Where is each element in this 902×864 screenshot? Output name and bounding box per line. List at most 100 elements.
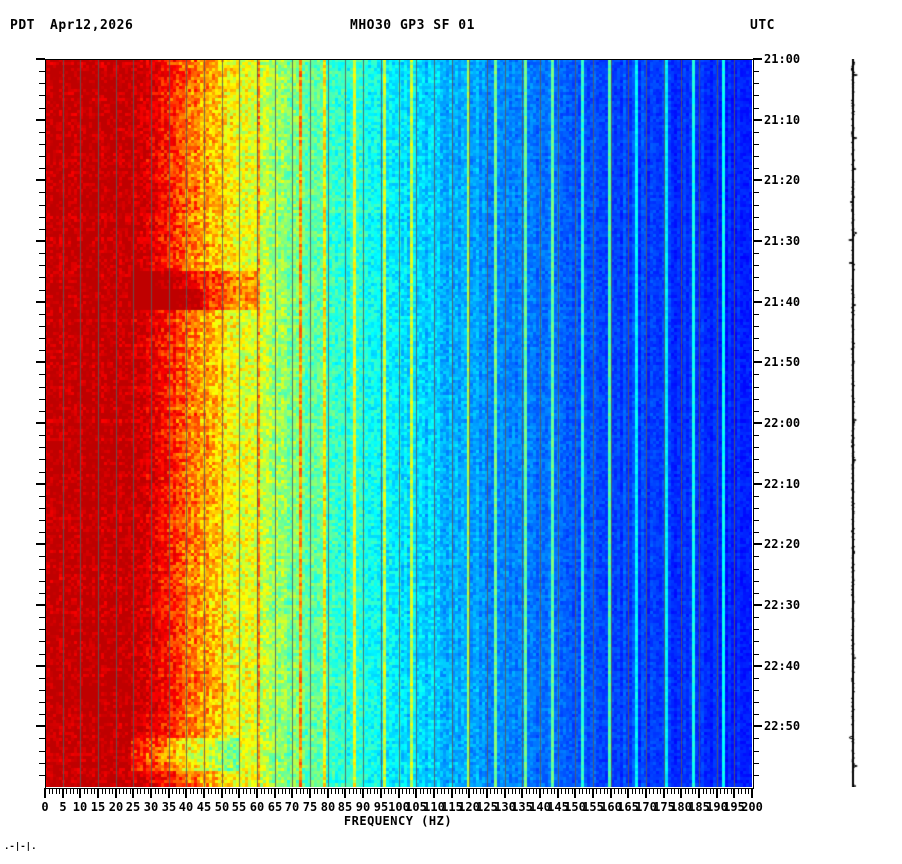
frequency-axis-minor-tick — [713, 788, 714, 794]
frequency-axis-minor-tick — [526, 788, 527, 794]
frequency-axis-minor-tick — [268, 788, 269, 794]
frequency-axis-minor-tick — [264, 788, 265, 794]
frequency-axis-major-tick — [504, 788, 506, 798]
time-axis-minor-tick — [753, 168, 759, 169]
time-axis-major-tick — [36, 422, 45, 424]
frequency-axis-major-tick — [716, 788, 718, 798]
frequency-axis-minor-tick — [618, 788, 619, 794]
frequency-axis-major-tick — [398, 788, 400, 798]
frequency-axis-minor-tick — [243, 788, 244, 794]
frequency-axis-minor-tick — [466, 788, 467, 794]
frequency-axis-minor-tick — [148, 788, 149, 794]
time-axis-minor-tick — [753, 350, 759, 351]
frequency-axis-label: 185 — [688, 800, 710, 814]
frequency-axis-minor-tick — [512, 788, 513, 794]
frequency-axis-label: 25 — [125, 800, 141, 814]
time-axis-minor-tick — [39, 108, 45, 109]
frequency-axis-minor-tick — [402, 788, 403, 794]
time-axis-major-tick — [753, 422, 762, 424]
time-axis-minor-tick — [39, 217, 45, 218]
time-axis-utc-label: 22:20 — [764, 537, 801, 551]
frequency-axis-major-tick — [168, 788, 170, 798]
time-axis-utc-label: 22:40 — [764, 659, 801, 673]
frequency-axis-major-tick — [468, 788, 470, 798]
time-axis-minor-tick — [753, 108, 759, 109]
frequency-axis-minor-tick — [59, 788, 60, 794]
frequency-axis-major-tick — [680, 788, 682, 798]
time-axis-minor-tick — [753, 205, 759, 206]
time-axis-major-tick — [753, 604, 762, 606]
frequency-axis-major-tick — [698, 788, 700, 798]
frequency-axis-minor-tick — [406, 788, 407, 794]
time-axis-major-tick — [36, 179, 45, 181]
time-axis-minor-tick — [753, 472, 759, 473]
time-axis-major-tick — [36, 301, 45, 303]
time-axis-minor-tick — [753, 775, 759, 776]
time-axis-minor-tick — [39, 459, 45, 460]
frequency-axis-minor-tick — [172, 788, 173, 794]
frequency-axis-minor-tick — [342, 788, 343, 794]
frequency-axis-minor-tick — [335, 788, 336, 794]
frequency-axis-minor-tick — [140, 788, 141, 794]
frequency-axis-major-tick — [451, 788, 453, 798]
frequency-axis-minor-tick — [706, 788, 707, 794]
frequency-axis-major-tick — [627, 788, 629, 798]
time-axis-minor-tick — [753, 156, 759, 157]
frequency-axis-label: 130 — [494, 800, 516, 814]
frequency-axis-minor-tick — [165, 788, 166, 794]
time-axis-major-tick — [753, 240, 762, 242]
frequency-axis-minor-tick — [589, 788, 590, 794]
frequency-axis-minor-tick — [356, 788, 357, 794]
frequency-axis-minor-tick — [183, 788, 184, 794]
frequency-axis-label: 85 — [337, 800, 353, 814]
frequency-axis-minor-tick — [282, 788, 283, 794]
frequency-axis-minor-tick — [370, 788, 371, 794]
header-timezone-left: PDT — [10, 18, 35, 33]
time-axis-minor-tick — [753, 738, 759, 739]
frequency-axis-label: 110 — [423, 800, 445, 814]
frequency-axis-minor-tick — [710, 788, 711, 794]
frequency-axis-minor-tick — [568, 788, 569, 794]
frequency-axis-minor-tick — [625, 788, 626, 794]
frequency-axis-minor-tick — [144, 788, 145, 794]
time-axis-minor-tick — [753, 229, 759, 230]
time-axis-minor-tick — [39, 411, 45, 412]
time-axis-minor-tick — [39, 593, 45, 594]
frequency-axis-minor-tick — [604, 788, 605, 794]
time-axis-minor-tick — [39, 508, 45, 509]
seismogram-trace — [840, 59, 870, 787]
frequency-axis-minor-tick — [741, 788, 742, 794]
frequency-axis-major-tick — [238, 788, 240, 798]
frequency-axis-minor-tick — [208, 788, 209, 794]
time-axis-minor-tick — [753, 496, 759, 497]
time-axis-minor-tick — [39, 641, 45, 642]
time-axis-minor-tick — [753, 217, 759, 218]
frequency-axis-minor-tick — [596, 788, 597, 794]
time-axis-minor-tick — [753, 617, 759, 618]
time-axis-minor-tick — [753, 132, 759, 133]
frequency-axis-label: 5 — [59, 800, 67, 814]
frequency-axis-label: 45 — [196, 800, 212, 814]
frequency-axis-minor-tick — [497, 788, 498, 794]
frequency-axis-label: 40 — [178, 800, 194, 814]
frequency-axis-minor-tick — [473, 788, 474, 794]
frequency-axis-label: 35 — [161, 800, 177, 814]
time-axis-minor-tick — [753, 95, 759, 96]
frequency-axis-minor-tick — [211, 788, 212, 794]
frequency-axis-label: 75 — [302, 800, 318, 814]
frequency-axis-minor-tick — [738, 788, 739, 794]
frequency-axis-label: 0 — [41, 800, 49, 814]
frequency-axis-minor-tick — [49, 788, 50, 794]
frequency-axis-minor-tick — [731, 788, 732, 794]
frequency-axis-minor-tick — [66, 788, 67, 794]
time-axis-minor-tick — [39, 581, 45, 582]
frequency-axis-minor-tick — [720, 788, 721, 794]
time-axis-major-tick — [36, 483, 45, 485]
frequency-axis-minor-tick — [261, 788, 262, 794]
spectrogram-plot[interactable] — [45, 59, 752, 787]
frequency-axis-minor-tick — [388, 788, 389, 794]
frequency-axis-minor-tick — [649, 788, 650, 794]
frequency-axis-minor-tick — [225, 788, 226, 794]
frequency-axis-major-tick — [327, 788, 329, 798]
frequency-axis-label: 115 — [441, 800, 463, 814]
